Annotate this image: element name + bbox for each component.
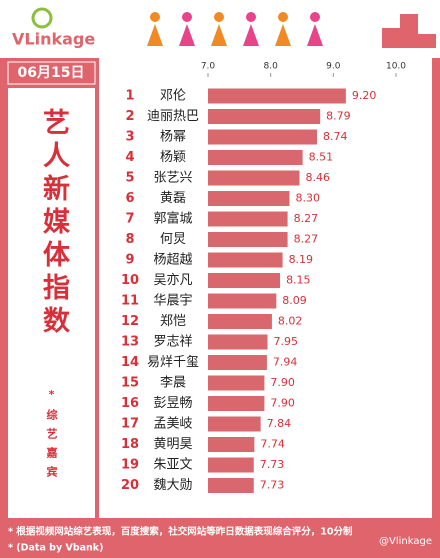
rank: 11 — [121, 294, 139, 309]
category-label: 杨超越 — [153, 253, 192, 268]
value-label: 8.51 — [309, 151, 334, 164]
bar — [208, 150, 303, 165]
rank: 18 — [121, 437, 139, 452]
x-tick-label: 10.0 — [386, 62, 406, 72]
category-label: 华晨宇 — [153, 294, 192, 309]
bar — [208, 355, 267, 370]
category-label: 朱亚文 — [153, 458, 192, 473]
bar — [208, 314, 272, 329]
value-label: 7.90 — [270, 376, 295, 389]
category-label: 邓伦 — [160, 89, 186, 104]
category-label: 杨幂 — [160, 130, 186, 145]
value-label: 7.84 — [267, 417, 292, 430]
rank: 14 — [121, 355, 139, 370]
value-label: 8.09 — [282, 294, 307, 307]
value-label: 8.02 — [278, 315, 303, 328]
x-tick-label: 8.0 — [264, 62, 279, 72]
bar — [208, 293, 277, 309]
category-label: 何炅 — [160, 231, 186, 247]
rank: 4 — [125, 150, 134, 165]
bar — [208, 191, 290, 206]
rank: 7 — [125, 212, 134, 227]
category-label: 黄明昊 — [153, 437, 192, 452]
value-label: 8.15 — [286, 274, 311, 287]
category-label: 迪丽热巴 — [147, 109, 199, 124]
rank: 8 — [125, 232, 134, 247]
rank: 15 — [121, 376, 139, 391]
category-label: 黄磊 — [160, 191, 186, 206]
value-label: 7.95 — [274, 335, 299, 348]
date: 06月15日 — [18, 65, 85, 81]
logo-icon — [31, 7, 53, 29]
category-label: 易烊千玺 — [147, 355, 199, 370]
bar — [208, 416, 261, 432]
footnote: * 根据视频网站综艺表现，百度搜索，社交网站等昨日数据表现综合评分，10分制 — [8, 526, 353, 538]
bar — [208, 252, 283, 268]
bar — [208, 273, 281, 288]
value-label: 7.90 — [270, 397, 295, 410]
people-icons — [147, 12, 323, 46]
category-label: 彭昱畅 — [153, 396, 192, 411]
category-label: 杨颖 — [160, 150, 186, 165]
rank: 1 — [125, 89, 134, 104]
rank: 3 — [125, 130, 134, 145]
bar — [208, 457, 254, 473]
value-label: 7.74 — [260, 438, 285, 451]
date-box — [7, 61, 96, 85]
bar — [208, 396, 265, 411]
bar — [208, 88, 346, 104]
value-label: 8.30 — [295, 192, 320, 205]
bar — [208, 437, 255, 452]
rank: 16 — [121, 396, 139, 411]
value-label: 8.79 — [326, 110, 351, 123]
value-label: 9.20 — [352, 89, 377, 102]
value-label: 8.27 — [294, 233, 319, 246]
rank: 9 — [125, 253, 134, 268]
category-label: 郭富城 — [153, 211, 192, 227]
rank: 17 — [121, 417, 139, 432]
bar — [208, 170, 300, 186]
rank: 20 — [121, 478, 139, 493]
x-tick-label: 7.0 — [201, 62, 216, 72]
rank: 5 — [125, 171, 134, 186]
value-label: 8.46 — [305, 171, 330, 184]
category-label: 李晨 — [160, 376, 186, 391]
watermark: @Vlinkage — [379, 536, 432, 547]
bar — [208, 375, 265, 391]
chart-title: 艺人新媒体指数 — [38, 108, 69, 339]
value-label: 7.73 — [260, 479, 285, 492]
x-tick-label: 9.0 — [326, 62, 341, 72]
category-label: 郑恺 — [160, 314, 186, 329]
brand: VLinkage — [12, 30, 95, 49]
bar — [208, 478, 254, 493]
bar — [208, 211, 288, 227]
bar — [208, 334, 268, 350]
rank: 13 — [121, 335, 139, 350]
category-label: 孟美岐 — [153, 417, 192, 432]
chart-subtitle: *综艺嘉宾 — [45, 388, 58, 485]
bar — [208, 232, 288, 247]
category-label: 魏大勋 — [153, 478, 192, 493]
rank: 2 — [125, 109, 134, 124]
value-label: 7.94 — [273, 356, 298, 369]
value-label: 8.74 — [323, 130, 348, 143]
bar — [208, 129, 318, 145]
category-label: 张艺兴 — [153, 171, 192, 186]
rank: 10 — [121, 273, 139, 288]
category-label: 罗志祥 — [153, 335, 192, 350]
value-label: 8.27 — [294, 212, 319, 225]
left-panel — [8, 88, 95, 518]
rank: 19 — [121, 458, 139, 473]
podium — [382, 14, 436, 48]
category-label: 吴亦凡 — [153, 272, 192, 288]
rank: 6 — [125, 191, 134, 206]
footnote: * (Data by Vbank) — [8, 543, 103, 554]
bar — [208, 109, 321, 124]
value-label: 7.73 — [260, 458, 285, 471]
rank: 12 — [121, 314, 139, 329]
value-label: 8.19 — [289, 253, 314, 266]
